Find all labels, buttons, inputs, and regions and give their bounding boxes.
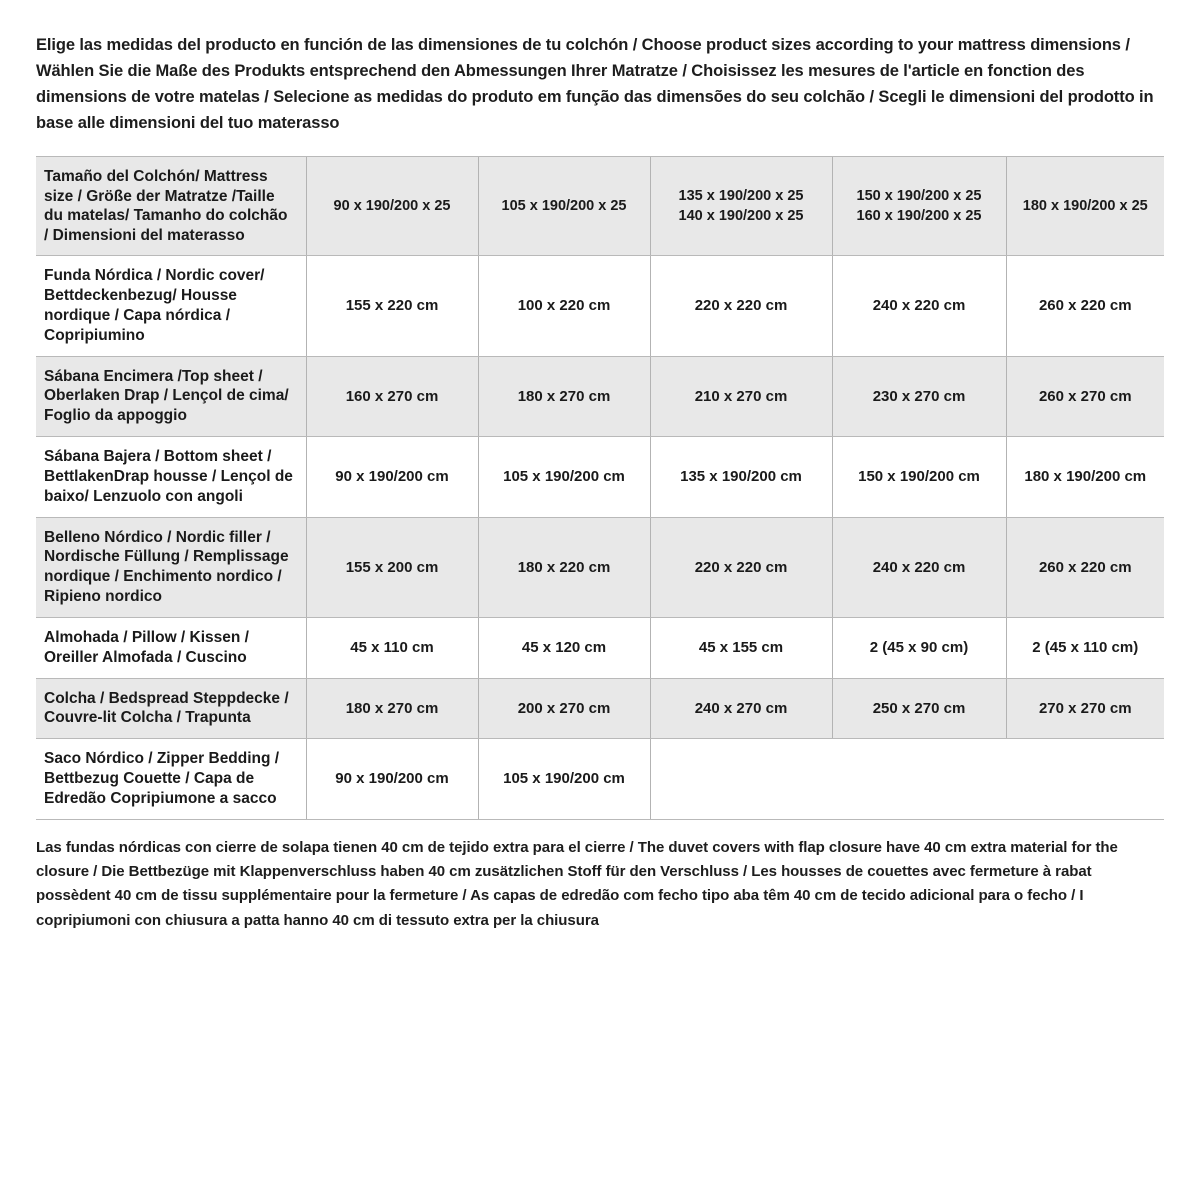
row-label-nordic-filler: Belleno Nórdico / Nordic filler / Nordis…	[36, 516, 306, 618]
cell-top-sheet-col1: 160 x 270 cm	[305, 355, 478, 438]
header-column-3-line-2: 140 x 190/200 x 25	[678, 208, 804, 225]
header-column-1: 90 x 190/200 x 25	[305, 156, 478, 257]
header-column-5-line-1: 180 x 190/200 x 25	[1022, 197, 1148, 214]
cell-top-sheet-col3: 210 x 270 cm	[649, 355, 832, 438]
header-column-2-line-1: 105 x 190/200 x 25	[501, 197, 627, 214]
cell-bedspread-col3: 240 x 270 cm	[649, 677, 832, 740]
cell-bedspread-col2: 200 x 270 cm	[477, 677, 650, 740]
cell-pillow-col3: 45 x 155 cm	[649, 616, 832, 679]
row-label-top-sheet: Sábana Encimera /Top sheet / Oberlaken D…	[36, 355, 306, 438]
header-column-4-line-1: 150 x 190/200 x 25	[856, 187, 982, 204]
table-row: Funda Nórdica / Nordic cover/ Bettdecken…	[36, 255, 1164, 357]
header-column-3-line-1: 135 x 190/200 x 25	[678, 187, 804, 204]
row-label-bottom-sheet: Sábana Bajera / Bottom sheet / Bettlaken…	[36, 436, 306, 518]
table-row: Sábana Encimera /Top sheet / Oberlaken D…	[36, 355, 1164, 438]
cell-bedspread-col5: 270 x 270 cm	[1005, 677, 1164, 740]
header-mattress-size-label: Tamaño del Colchón/ Mattress size / Größ…	[36, 156, 306, 257]
table-row: Saco Nórdico / Zipper Bedding / Bettbezu…	[36, 738, 1164, 820]
mattress-size-table: Tamaño del Colchón/ Mattress size / Größ…	[36, 156, 1164, 820]
cell-top-sheet-col5: 260 x 270 cm	[1005, 355, 1164, 438]
intro-instruction-text: Elige las medidas del producto en funció…	[36, 36, 1154, 133]
cell-nordic-cover-col1: 155 x 220 cm	[305, 255, 478, 357]
cell-nordic-filler-col3: 220 x 220 cm	[649, 516, 832, 618]
cell-nordic-filler-col4: 240 x 220 cm	[831, 516, 1006, 618]
header-column-5: 180 x 190/200 x 25	[1005, 156, 1164, 257]
cell-pillow-col2: 45 x 120 cm	[477, 616, 650, 679]
cell-pillow-col5: 2 (45 x 110 cm)	[1005, 616, 1164, 679]
cell-bottom-sheet-col4: 150 x 190/200 cm	[831, 436, 1006, 518]
cell-nordic-cover-col2: 100 x 220 cm	[477, 255, 650, 357]
table-row: Belleno Nórdico / Nordic filler / Nordis…	[36, 516, 1164, 618]
cell-bedspread-col1: 180 x 270 cm	[305, 677, 478, 740]
cell-zipper-bedding-col3	[649, 738, 832, 820]
cell-bottom-sheet-col1: 90 x 190/200 cm	[305, 436, 478, 518]
header-column-4-line-2: 160 x 190/200 x 25	[856, 208, 982, 225]
cell-zipper-bedding-col5	[1006, 738, 1164, 820]
cell-pillow-col4: 2 (45 x 90 cm)	[831, 616, 1006, 679]
cell-pillow-col1: 45 x 110 cm	[305, 616, 478, 679]
header-column-1-line-1: 90 x 190/200 x 25	[333, 197, 451, 214]
cell-bottom-sheet-col3: 135 x 190/200 cm	[649, 436, 832, 518]
cell-nordic-filler-col5: 260 x 220 cm	[1005, 516, 1164, 618]
table-row: Almohada / Pillow / Kissen / Oreiller Al…	[36, 616, 1164, 679]
row-label-pillow: Almohada / Pillow / Kissen / Oreiller Al…	[36, 616, 306, 679]
cell-bedspread-col4: 250 x 270 cm	[831, 677, 1006, 740]
table-header-row: Tamaño del Colchón/ Mattress size / Größ…	[36, 156, 1164, 257]
cell-top-sheet-col4: 230 x 270 cm	[831, 355, 1006, 438]
cell-nordic-cover-col5: 260 x 220 cm	[1005, 255, 1164, 357]
cell-zipper-bedding-col4	[832, 738, 1006, 820]
row-label-nordic-cover: Funda Nórdica / Nordic cover/ Bettdecken…	[36, 255, 306, 357]
header-column-4: 150 x 190/200 x 25 160 x 190/200 x 25	[831, 156, 1006, 257]
table-body: Tamaño del Colchón/ Mattress size / Größ…	[36, 156, 1164, 820]
table-row: Colcha / Bedspread Steppdecke / Couvre-l…	[36, 677, 1164, 740]
footnote-flap-closure-text: Las fundas nórdicas con cierre de solapa…	[36, 838, 1118, 929]
cell-nordic-filler-col2: 180 x 220 cm	[477, 516, 650, 618]
cell-bottom-sheet-col5: 180 x 190/200 cm	[1005, 436, 1164, 518]
cell-zipper-bedding-col2: 105 x 190/200 cm	[477, 738, 650, 820]
cell-nordic-cover-col3: 220 x 220 cm	[649, 255, 832, 357]
cell-nordic-cover-col4: 240 x 220 cm	[831, 255, 1006, 357]
table-row: Sábana Bajera / Bottom sheet / Bettlaken…	[36, 436, 1164, 518]
cell-bottom-sheet-col2: 105 x 190/200 cm	[477, 436, 650, 518]
row-label-bedspread: Colcha / Bedspread Steppdecke / Couvre-l…	[36, 677, 306, 740]
cell-zipper-bedding-col1: 90 x 190/200 cm	[305, 738, 478, 820]
row-label-zipper-bedding: Saco Nórdico / Zipper Bedding / Bettbezu…	[36, 738, 306, 820]
header-column-2: 105 x 190/200 x 25	[477, 156, 650, 257]
header-column-3: 135 x 190/200 x 25 140 x 190/200 x 25	[649, 156, 832, 257]
cell-top-sheet-col2: 180 x 270 cm	[477, 355, 650, 438]
cell-nordic-filler-col1: 155 x 200 cm	[305, 516, 478, 618]
